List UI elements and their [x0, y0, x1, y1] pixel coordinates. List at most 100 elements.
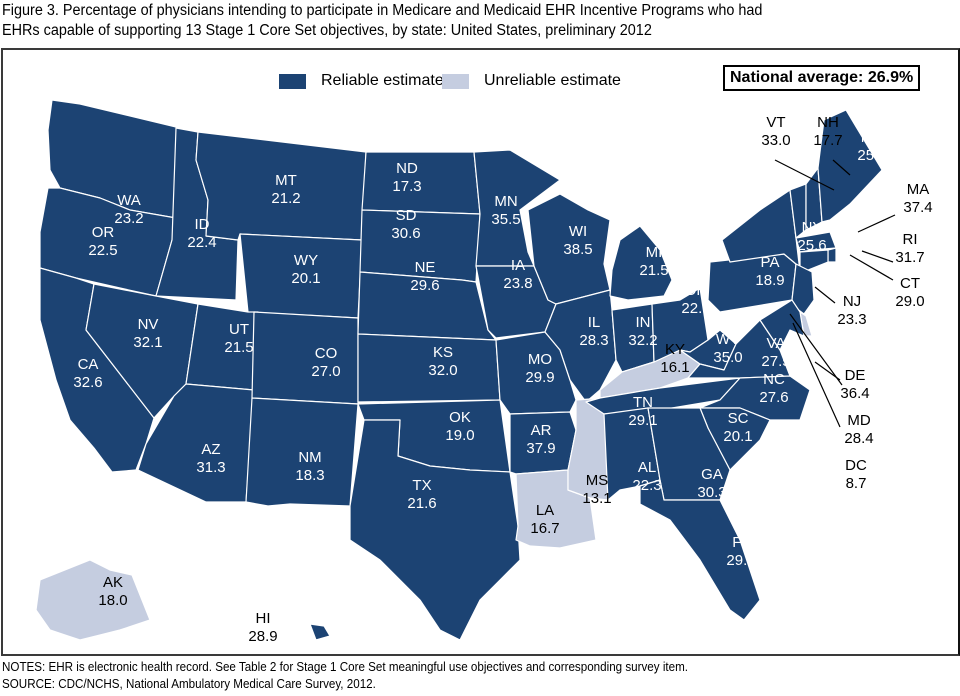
- leader-line-md: [789, 313, 843, 386]
- state-code-label: KY: [665, 341, 685, 358]
- state-value-label: 29.0: [895, 293, 924, 310]
- state-code-label: TX: [412, 477, 431, 494]
- state-code-label: VT: [766, 114, 785, 131]
- state-code-label: MO: [528, 351, 552, 368]
- leader-line-ct: [849, 254, 894, 281]
- state-code-label: NC: [763, 371, 785, 388]
- legend-reliable-label: Reliable estimate: [321, 72, 444, 89]
- state-code-label: OH: [685, 282, 708, 299]
- state-code-label: DC: [845, 457, 867, 474]
- state-code-label: FL: [732, 534, 750, 551]
- leader-line-ri: [861, 250, 894, 263]
- state-code-label: NM: [298, 449, 321, 466]
- state-code-label: MI: [646, 244, 663, 261]
- state-code-label: AL: [638, 459, 656, 476]
- state-code-label: SD: [396, 207, 417, 224]
- state-value-label: 32.2: [628, 332, 657, 349]
- state-code-label: RI: [903, 231, 918, 248]
- state-value-label: 28.3: [579, 332, 608, 349]
- state-code-label: DE: [845, 367, 866, 384]
- state-code-label: NY: [802, 219, 823, 236]
- figure-title-line1: Figure 3. Percentage of physicians inten…: [2, 2, 763, 19]
- state-value-label: 28.9: [248, 628, 277, 645]
- state-value-label: 30.3: [697, 484, 726, 501]
- state-value-label: 22.3: [632, 477, 661, 494]
- state-value-label: 31.7: [895, 249, 924, 266]
- state-code-label: UT: [229, 321, 249, 338]
- state-code-label: SC: [728, 410, 749, 427]
- national-average-box: National average: 26.9%: [723, 65, 921, 91]
- figure-title-line2: EHRs capable of supporting 13 Stage 1 Co…: [2, 22, 652, 39]
- state-value-label: 28.4: [844, 430, 873, 447]
- state-code-label: GA: [701, 466, 723, 483]
- state-value-label: 18.3: [295, 467, 324, 484]
- state-code-label: NH: [817, 114, 839, 131]
- state-code-label: TN: [633, 394, 653, 411]
- state-code-label: VA: [767, 335, 786, 352]
- state-value-label: 22.5: [88, 242, 117, 259]
- leader-line-ma: [857, 214, 896, 233]
- figure-title: Figure 3. Percentage of physicians inten…: [2, 1, 891, 41]
- state-value-label: 37.9: [526, 440, 555, 457]
- state-code-label: ND: [396, 160, 418, 177]
- state-code-label: MD: [847, 412, 870, 429]
- state-value-label: 17.7: [813, 132, 842, 149]
- state-value-label: 18.0: [98, 592, 127, 609]
- state-value-label: 33.0: [761, 132, 790, 149]
- state-value-label: 32.1: [133, 334, 162, 351]
- state-value-label: 30.6: [391, 225, 420, 242]
- state-value-label: 27.6: [759, 389, 788, 406]
- state-value-label: 36.4: [840, 385, 869, 402]
- state-code-label: NJ: [843, 293, 861, 310]
- state-code-label: NE: [415, 259, 436, 276]
- state-code-label: CT: [900, 275, 920, 292]
- state-value-label: 29.1: [628, 412, 657, 429]
- state-value-label: 16.1: [660, 359, 689, 376]
- state-code-label: IL: [588, 314, 601, 331]
- state-fl: [639, 479, 761, 621]
- state-value-label: 32.6: [73, 374, 102, 391]
- legend-unreliable: Unreliable estimate: [442, 72, 621, 90]
- state-il: [544, 289, 617, 403]
- state-code-label: OR: [92, 224, 115, 241]
- legend-reliable-swatch: [279, 73, 306, 89]
- state-code-label: IA: [511, 257, 525, 274]
- leader-line-nj: [814, 286, 836, 304]
- state-code-label: WV: [716, 331, 740, 348]
- state-value-label: 21.2: [271, 190, 300, 207]
- state-value-label: 22.4: [187, 234, 216, 251]
- state-code-label: MN: [494, 193, 517, 210]
- state-me: [817, 109, 883, 223]
- state-code-label: MT: [275, 172, 297, 189]
- state-code-label: CO: [315, 345, 338, 362]
- state-value-label: 8.7: [846, 475, 867, 492]
- state-code-label: AK: [103, 574, 123, 591]
- state-code-label: AZ: [201, 441, 220, 458]
- legend-unreliable-swatch: [442, 73, 469, 89]
- state-code-label: WY: [294, 252, 318, 269]
- state-value-label: 21.6: [407, 495, 436, 512]
- state-value-label: 16.7: [530, 520, 559, 537]
- leader-line-dc: [792, 322, 841, 428]
- state-ak: [35, 559, 151, 641]
- state-ri: [827, 247, 837, 263]
- state-mi: [609, 225, 673, 301]
- state-value-label: 23.2: [114, 210, 143, 227]
- map-frame: [1, 48, 960, 656]
- state-code-label: AR: [531, 422, 552, 439]
- state-code-label: OK: [449, 409, 471, 426]
- notes-line: NOTES: EHR is electronic health record. …: [2, 660, 689, 674]
- state-value-label: 38.5: [563, 241, 592, 258]
- state-code-label: ME: [861, 129, 884, 146]
- state-co: [251, 311, 359, 405]
- state-value-label: 29.9: [525, 369, 554, 386]
- state-value-label: 27.5: [761, 353, 790, 370]
- notes: NOTES: EHR is electronic health record. …: [2, 659, 688, 693]
- state-ma: [795, 231, 837, 253]
- state-value-label: 29.0: [726, 552, 755, 569]
- state-code-label: NV: [138, 316, 159, 333]
- state-value-label: 21.5: [224, 339, 253, 356]
- state-code-label: MS: [586, 472, 609, 489]
- state-code-label: ID: [195, 216, 210, 233]
